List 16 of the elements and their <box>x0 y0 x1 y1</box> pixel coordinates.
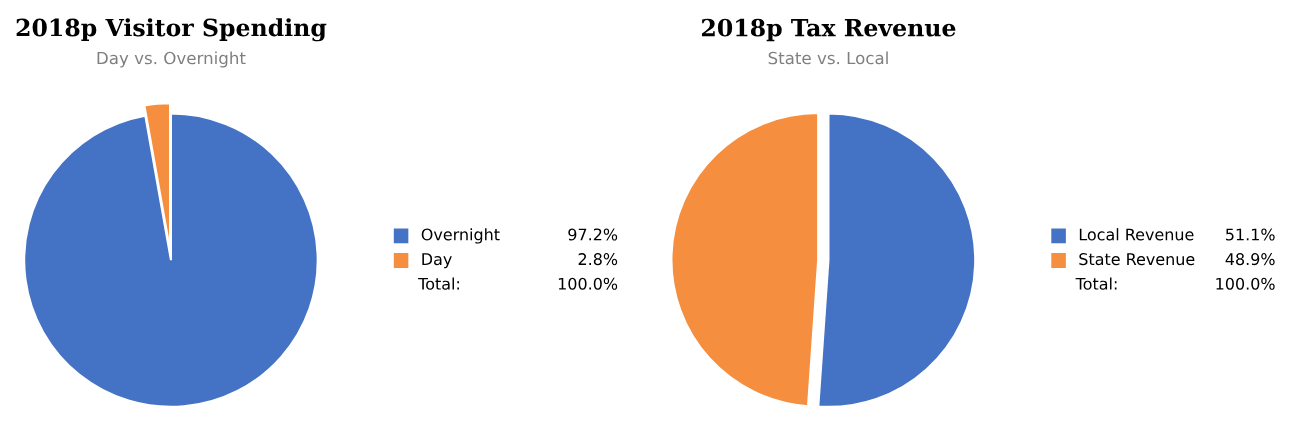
text: 100.0% <box>1216 277 1275 290</box>
data-label: 2.8% <box>578 253 618 266</box>
text: Total: <box>418 277 459 290</box>
data-label: 48.9% <box>1225 253 1275 266</box>
legend-label: State Revenue <box>1079 253 1195 266</box>
chart-subtitle: State vs. Local <box>768 51 888 65</box>
legend-label: Day <box>422 253 452 269</box>
chart-title: 2018p Visitor Spending <box>16 18 327 42</box>
chart-title: 2018p Tax Revenue <box>701 18 956 42</box>
data-label: 97.2% <box>568 228 618 241</box>
text: 100.0% <box>558 277 618 290</box>
legend-label: Overnight <box>421 228 500 244</box>
chart-subtitle: Day vs. Overnight <box>97 51 246 68</box>
legend-label: Local Revenue <box>1079 228 1194 241</box>
data-label: 51.1% <box>1226 228 1275 241</box>
text: Total: <box>1075 277 1117 290</box>
